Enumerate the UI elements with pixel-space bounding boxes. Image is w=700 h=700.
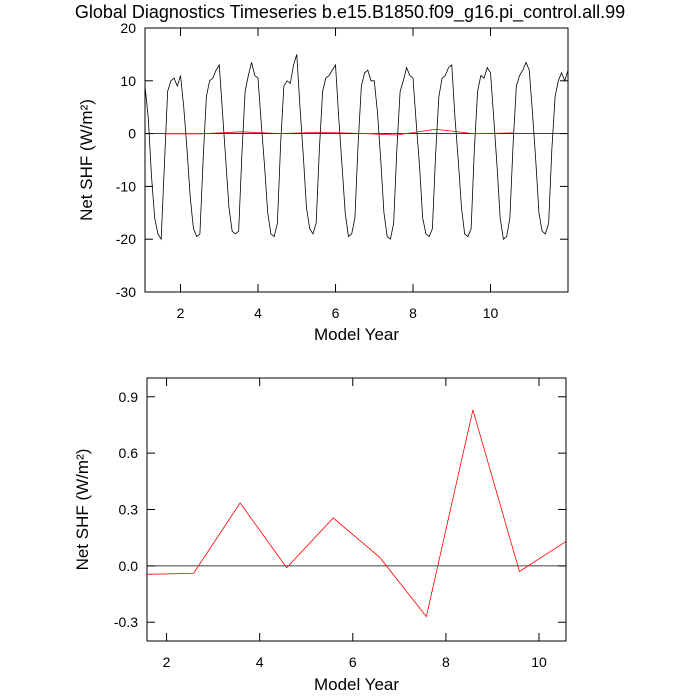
y-tick-label: 0	[128, 126, 136, 142]
x-tick-label: 2	[177, 305, 185, 321]
plot-frame	[144, 27, 569, 293]
y-tick-label: 0.3	[119, 502, 139, 518]
x-tick-label: 4	[254, 305, 262, 321]
x-tick-label: 10	[483, 305, 499, 321]
y-tick-label: 0.9	[119, 389, 139, 405]
y-tick-label: 10	[120, 73, 136, 89]
y-tick-label: -10	[116, 178, 136, 194]
y-tick-label: 0.0	[119, 558, 139, 574]
y-tick-label: -30	[116, 284, 136, 300]
x-tick-label: 8	[409, 305, 417, 321]
x-axis-label: Model Year	[314, 325, 399, 344]
x-tick-label: 4	[256, 654, 264, 670]
y-axis-label: Net SHF (W/m²)	[77, 99, 96, 221]
series-line	[164, 128, 513, 136]
y-tick-label: 0.6	[119, 445, 139, 461]
y-tick-label: -20	[116, 231, 136, 247]
y-tick-label: 20	[120, 20, 136, 36]
series-line	[147, 409, 566, 618]
x-tick-label: 2	[163, 654, 171, 670]
x-tick-label: 6	[349, 654, 357, 670]
x-tick-label: 8	[442, 654, 450, 670]
x-tick-label: 6	[332, 305, 340, 321]
y-axis-label: Net SHF (W/m²)	[73, 449, 92, 571]
series-line	[145, 54, 568, 241]
y-tick-label: -0.3	[114, 614, 138, 630]
x-axis-label: Model Year	[314, 675, 399, 694]
plot-frame	[146, 377, 567, 642]
chart-title: Global Diagnostics Timeseries b.e15.B185…	[75, 2, 625, 23]
x-tick-label: 10	[531, 654, 547, 670]
